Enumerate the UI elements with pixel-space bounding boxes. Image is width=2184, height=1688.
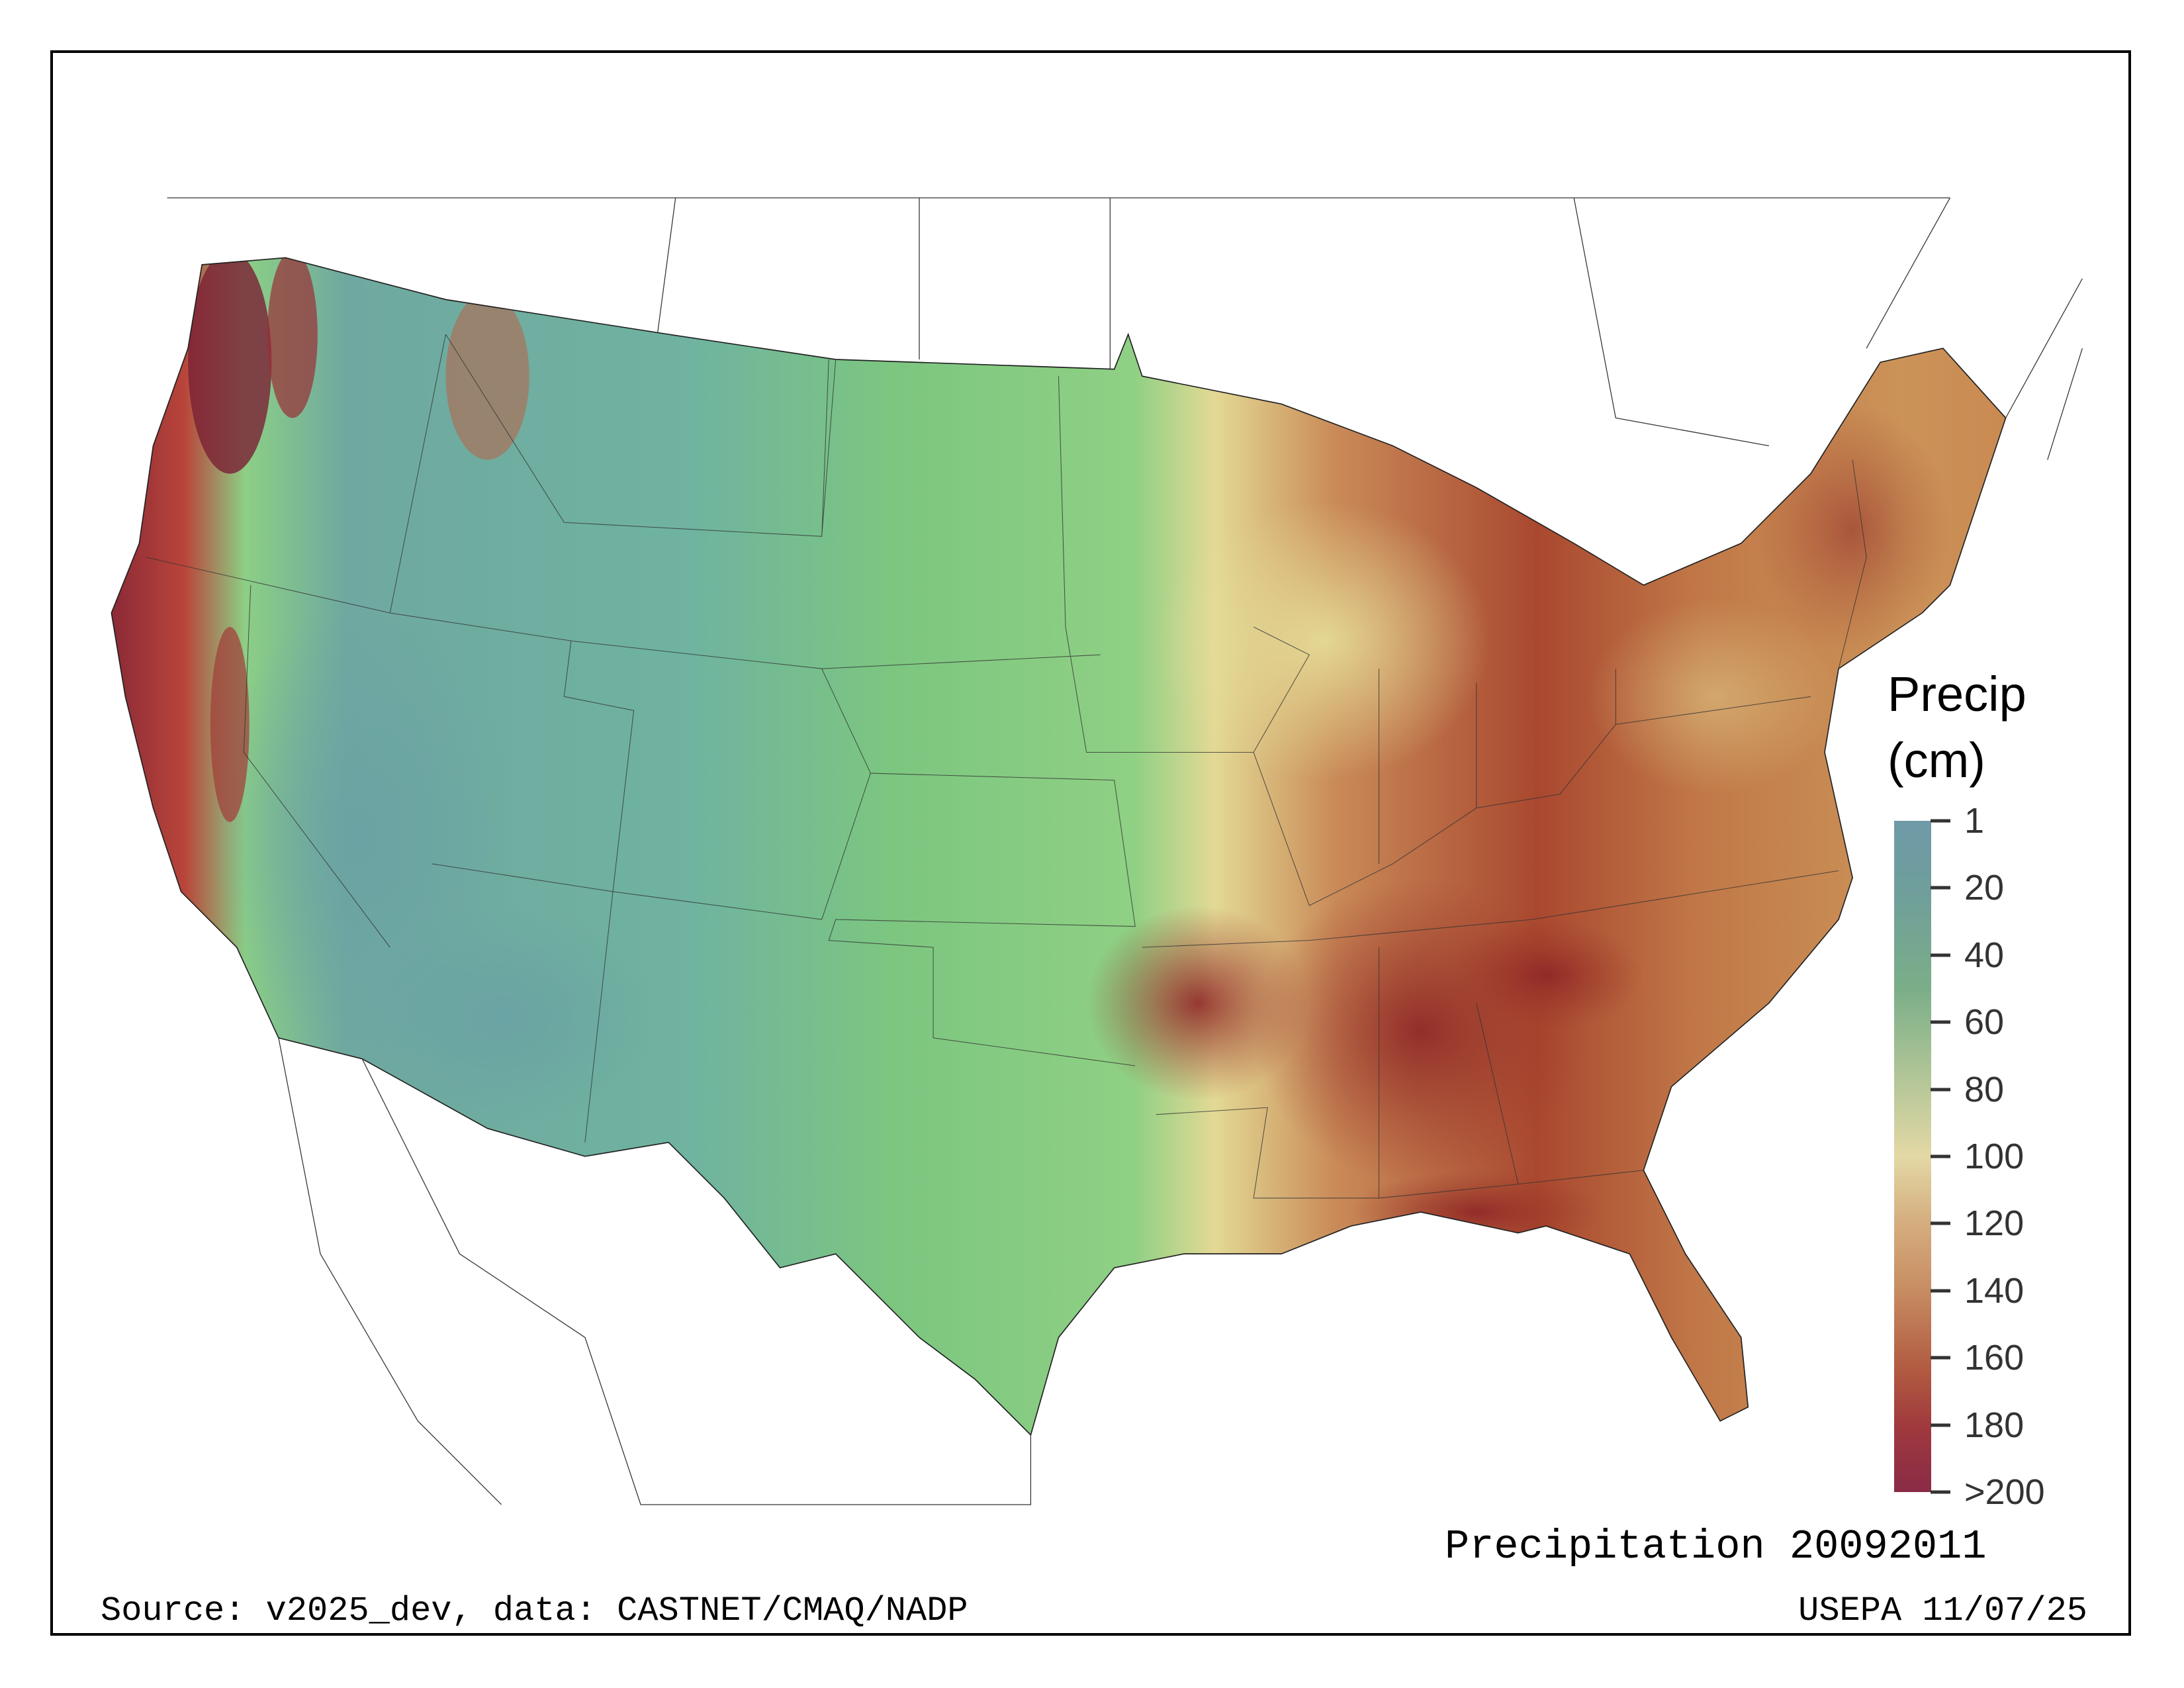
colorbar-tick-label: 160	[1964, 1338, 2025, 1378]
canada-mexico-outlines	[167, 197, 2083, 1505]
colorbar-tick-label: 1	[1964, 801, 1985, 841]
colorbar-tick-label: 100	[1964, 1137, 2025, 1176]
colorbar-tick	[1931, 1221, 1950, 1225]
colorbar-tick-label: 140	[1964, 1270, 2025, 1311]
colorbar-tick	[1931, 953, 1950, 957]
colorbar-tick	[1931, 1423, 1950, 1427]
colorbar-tick	[1931, 1088, 1950, 1092]
colorbar-tick	[1931, 1289, 1950, 1293]
colorbar-tick-label: 40	[1964, 935, 2005, 975]
colorbar-tick-label: 60	[1964, 1002, 2005, 1043]
colorbar-tick	[1931, 1356, 1950, 1360]
plot-frame	[50, 50, 2131, 1636]
source-note: Source: v2025_dev, data: CASTNET/CMAQ/NA…	[101, 1591, 968, 1630]
colorbar-tick-label: >200	[1964, 1472, 2045, 1512]
colorbar-tick	[1931, 886, 1950, 890]
colorbar-tick	[1931, 1490, 1950, 1494]
legend-title: Precip	[1888, 667, 2026, 722]
colorbar-tick-label: 80	[1964, 1069, 2005, 1109]
colorbar-tick	[1931, 819, 1950, 823]
precip-field	[111, 258, 2006, 1435]
colorbar-tick	[1931, 1154, 1950, 1158]
colorbar-tick-label: 180	[1964, 1405, 2025, 1445]
chart-title: Precipitation 20092011	[1445, 1523, 1987, 1570]
credit-note: USEPA 11/07/25	[1798, 1591, 2087, 1630]
colorbar-tick-label: 20	[1964, 868, 2005, 908]
colorbar	[1894, 821, 1931, 1492]
colorbar-tick-label: 120	[1964, 1203, 2025, 1244]
legend-units: (cm)	[1888, 733, 1985, 788]
colorbar-tick	[1931, 1020, 1950, 1024]
state-boundaries	[146, 334, 1867, 1199]
